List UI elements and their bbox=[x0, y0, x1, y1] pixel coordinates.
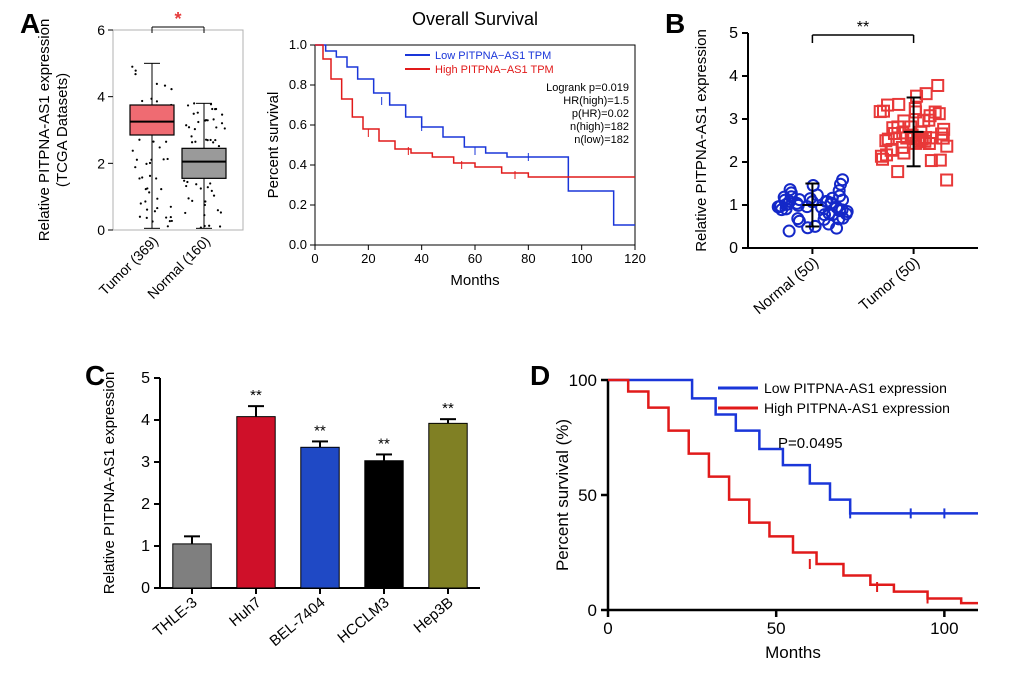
svg-text:**: ** bbox=[250, 387, 262, 404]
svg-text:0: 0 bbox=[141, 580, 150, 597]
svg-text:3: 3 bbox=[141, 454, 150, 471]
svg-text:40: 40 bbox=[414, 251, 428, 266]
svg-text:**: ** bbox=[857, 19, 869, 36]
svg-text:6: 6 bbox=[97, 22, 105, 38]
svg-text:4: 4 bbox=[97, 89, 105, 105]
svg-text:0.4: 0.4 bbox=[289, 157, 307, 172]
svg-text:Normal (50): Normal (50) bbox=[750, 254, 822, 318]
svg-text:0: 0 bbox=[97, 222, 105, 238]
svg-text:HR(high)=1.5: HR(high)=1.5 bbox=[563, 95, 629, 107]
panel-a-survival: 0 20 40 60 80 100 120 0.0 0.2 0.4 0.6 0.8 1.0 Overall… bbox=[260, 5, 660, 325]
svg-text:0: 0 bbox=[311, 251, 318, 266]
svg-text:2: 2 bbox=[729, 154, 738, 171]
panel-a-boxplot: 0 2 4 6 Relative PITPNA-AS1 expression(TCGA … bbox=[35, 5, 270, 335]
svg-text:BEL-7404: BEL-7404 bbox=[267, 594, 329, 650]
svg-text:n(low)=182: n(low)=182 bbox=[574, 134, 629, 146]
svg-text:20: 20 bbox=[361, 251, 375, 266]
svg-text:**: ** bbox=[442, 400, 454, 417]
svg-text:High PITPNA−AS1 TPM: High PITPNA−AS1 TPM bbox=[435, 64, 554, 76]
svg-text:Overall Survival: Overall Survival bbox=[412, 9, 538, 29]
svg-text:0: 0 bbox=[729, 240, 738, 257]
svg-text:50: 50 bbox=[767, 619, 786, 638]
svg-text:p(HR)=0.02: p(HR)=0.02 bbox=[572, 108, 629, 120]
svg-text:100: 100 bbox=[930, 619, 958, 638]
svg-text:60: 60 bbox=[468, 251, 482, 266]
svg-text:1: 1 bbox=[729, 197, 738, 214]
svg-text:4: 4 bbox=[141, 412, 150, 429]
svg-text:Percent survival (%): Percent survival (%) bbox=[553, 419, 572, 571]
svg-text:3: 3 bbox=[729, 111, 738, 128]
svg-text:0.8: 0.8 bbox=[289, 77, 307, 92]
panel-b-scatter: 0 1 2 3 4 5 Relative PITPNA-AS1 expression Norm… bbox=[688, 5, 1018, 335]
svg-text:Hep3B: Hep3B bbox=[411, 594, 457, 637]
svg-text:Huh7: Huh7 bbox=[226, 594, 264, 630]
svg-text:5: 5 bbox=[141, 370, 150, 387]
svg-text:THLE-3: THLE-3 bbox=[150, 594, 201, 640]
svg-text:1.0: 1.0 bbox=[289, 37, 307, 52]
svg-text:4: 4 bbox=[729, 68, 738, 85]
svg-text:100: 100 bbox=[569, 371, 597, 390]
svg-text:**: ** bbox=[314, 422, 326, 439]
svg-text:High PITPNA-AS1 expression: High PITPNA-AS1 expression bbox=[764, 400, 950, 416]
svg-text:Relative PITPNA-AS1 expression: Relative PITPNA-AS1 expression bbox=[101, 372, 118, 595]
svg-text:2: 2 bbox=[141, 496, 150, 513]
svg-text:(TCGA Datasets): (TCGA Datasets) bbox=[54, 73, 71, 187]
svg-text:*: * bbox=[174, 9, 181, 29]
svg-text:5: 5 bbox=[729, 25, 738, 42]
svg-text:50: 50 bbox=[578, 486, 597, 505]
svg-text:0.6: 0.6 bbox=[289, 117, 307, 132]
svg-text:Tumor (50): Tumor (50) bbox=[856, 254, 923, 314]
svg-text:80: 80 bbox=[521, 251, 535, 266]
svg-text:2: 2 bbox=[97, 155, 105, 171]
svg-text:Logrank p=0.019: Logrank p=0.019 bbox=[546, 82, 629, 94]
svg-text:P=0.0495: P=0.0495 bbox=[778, 435, 843, 452]
panel-c-barchart: 0 1 2 3 4 5 Relative PITPNA-AS1 expression THLE… bbox=[92, 360, 512, 680]
panel-label-b: B bbox=[665, 8, 685, 40]
svg-text:Low PITPNA-AS1 expression: Low PITPNA-AS1 expression bbox=[764, 380, 947, 396]
svg-text:1: 1 bbox=[141, 538, 150, 555]
svg-text:Months: Months bbox=[765, 643, 821, 662]
svg-text:Relative PITPNA-AS1 expression: Relative PITPNA-AS1 expression bbox=[693, 29, 710, 252]
panel-d-survival: 0 50 100 0 50 100 Percent survival (%) Months Lo… bbox=[548, 360, 1008, 680]
svg-text:HCCLM3: HCCLM3 bbox=[334, 594, 392, 647]
svg-text:0.0: 0.0 bbox=[289, 237, 307, 252]
svg-text:120: 120 bbox=[624, 251, 646, 266]
svg-text:Months: Months bbox=[450, 272, 499, 289]
svg-text:Low PITPNA−AS1 TPM: Low PITPNA−AS1 TPM bbox=[435, 50, 551, 62]
svg-text:**: ** bbox=[378, 435, 390, 452]
svg-text:0: 0 bbox=[603, 619, 612, 638]
svg-text:Percent survival: Percent survival bbox=[265, 92, 282, 199]
svg-text:100: 100 bbox=[571, 251, 593, 266]
svg-text:Relative PITPNA-AS1 expression: Relative PITPNA-AS1 expression bbox=[36, 19, 53, 242]
svg-text:0.2: 0.2 bbox=[289, 197, 307, 212]
svg-text:0: 0 bbox=[588, 601, 597, 620]
svg-text:n(high)=182: n(high)=182 bbox=[570, 121, 629, 133]
